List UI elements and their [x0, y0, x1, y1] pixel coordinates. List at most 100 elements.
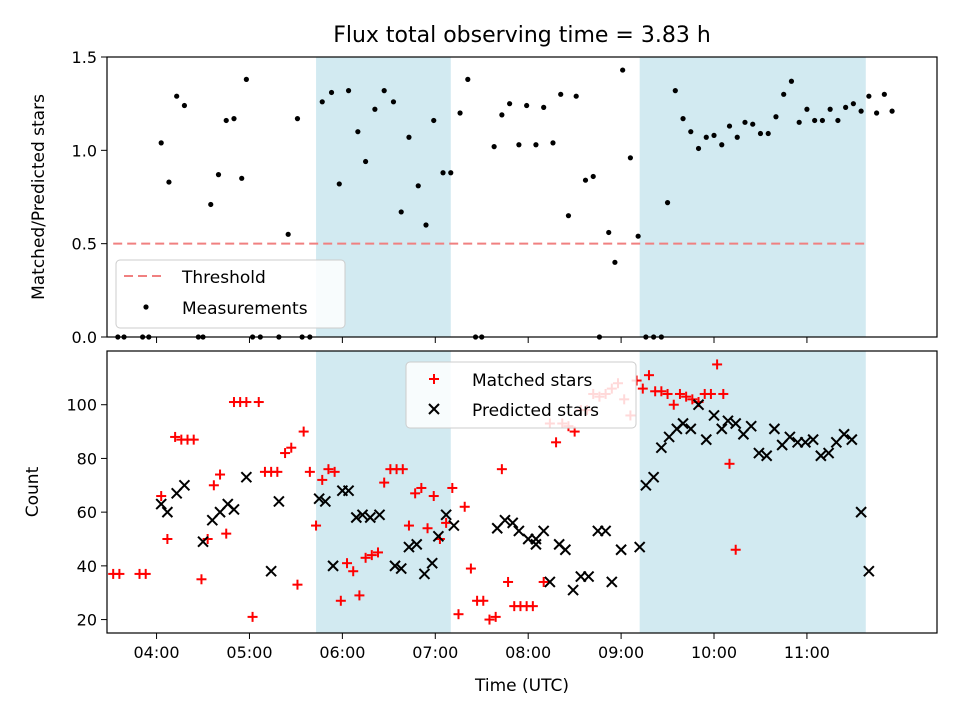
- predicted-star-point-b: [760, 450, 773, 462]
- measurement-point: [881, 91, 887, 97]
- ratio-axes-frame: [106, 56, 938, 338]
- predicted-star-point-b: [544, 576, 556, 588]
- measurement-point: [381, 88, 387, 94]
- predicted-star-point-b: [567, 584, 579, 596]
- predicted-star-point-b: [356, 509, 369, 521]
- predicted-star-point: [507, 517, 519, 529]
- matched-star-point: [156, 491, 167, 502]
- measurement-point: [457, 110, 463, 116]
- measurement-point: [363, 158, 369, 165]
- predicted-star-point: [647, 471, 660, 483]
- counts-x-tick-label: 04:00: [133, 643, 179, 662]
- predicted-star-point: [784, 431, 796, 443]
- measurement-point: [294, 116, 301, 122]
- predicted-star-point: [364, 511, 376, 524]
- predicted-star-point-b: [410, 538, 423, 551]
- predicted-star-point: [161, 506, 174, 518]
- matched-star-point: [241, 397, 252, 408]
- counts-x-tick-label: 10:00: [691, 643, 737, 662]
- predicted-star-point: [395, 562, 407, 575]
- matched-star-point: [292, 579, 303, 590]
- matched-star-point: [323, 464, 334, 475]
- measurement-point: [398, 209, 404, 215]
- predicted-star-point-b: [389, 560, 401, 572]
- measurement-point: [345, 88, 352, 94]
- predicted-star-point-b: [342, 484, 355, 497]
- predicted-star-point: [745, 420, 757, 432]
- matched-star-point: [484, 614, 495, 625]
- measurement-point: [773, 114, 779, 120]
- predicted-star-point: [633, 541, 646, 553]
- measurement-point: [440, 170, 446, 176]
- predicted-star-point-b: [615, 544, 627, 556]
- measurement-point: [835, 117, 841, 124]
- measurement-point: [711, 132, 717, 138]
- measurement-point: [158, 140, 164, 146]
- measurement-point: [627, 155, 633, 161]
- measurement-point: [319, 99, 325, 105]
- measurement-point: [181, 102, 188, 109]
- counts-axes-frame: [106, 350, 938, 634]
- predicted-star-point-b: [807, 433, 819, 446]
- measurement-point: [541, 104, 547, 110]
- predicted-star-point: [567, 584, 579, 596]
- predicted-star-point-b: [822, 447, 835, 459]
- measurement-point: [858, 108, 864, 114]
- measurement-point: [734, 134, 740, 140]
- matched-star-point: [335, 595, 346, 606]
- matched-star-point: [447, 482, 458, 493]
- matched-star-point: [298, 426, 309, 437]
- predicted-star-point: [530, 533, 542, 545]
- predicted-star-point: [544, 576, 556, 588]
- predicted-star-point: [499, 514, 511, 526]
- measurement-point: [582, 177, 589, 183]
- matched-star-point: [496, 464, 507, 475]
- predicted-star-point: [389, 560, 401, 572]
- predicted-star-point-b: [863, 565, 875, 577]
- predicted-star-point: [768, 423, 781, 435]
- measurement-point: [499, 112, 505, 118]
- predicted-star-point: [350, 511, 363, 524]
- measurement-point: [215, 172, 222, 178]
- matched-star-point: [215, 469, 226, 480]
- matched-star-point: [397, 464, 408, 475]
- legend-predicted-swatch-b: [428, 403, 440, 415]
- measurement-point: [635, 233, 641, 239]
- predicted-star-point-b: [633, 541, 646, 553]
- predicted-star-point: [418, 568, 431, 580]
- predicted-star-point-b: [838, 428, 850, 440]
- predicted-star-point-b: [692, 399, 705, 411]
- predicted-star-point-b: [228, 503, 240, 516]
- predicted-star-point: [327, 560, 339, 572]
- x-axis-label: Time (UTC): [474, 676, 569, 696]
- matched-star-point: [342, 558, 353, 569]
- predicted-star-point: [448, 519, 460, 532]
- measurement-point: [448, 170, 454, 176]
- ratio-y-axis-label: Matched/Predicted stars: [29, 94, 49, 300]
- measurement-point: [620, 67, 626, 73]
- predicted-star-point: [822, 447, 835, 459]
- matched-star-point: [643, 370, 654, 381]
- measurement-point: [765, 130, 771, 137]
- counts-x-tick-label: 08:00: [505, 643, 551, 662]
- predicted-star-point: [240, 471, 253, 483]
- measurement-point: [239, 175, 245, 181]
- predicted-star-point-b: [418, 568, 431, 580]
- matched-star-point: [360, 552, 371, 563]
- predicted-star-point: [319, 495, 332, 508]
- predicted-star-point: [513, 525, 525, 537]
- matched-star-point: [428, 491, 439, 502]
- counts-legend-box: [405, 361, 637, 429]
- predicted-star-point: [799, 436, 812, 449]
- predicted-star-point: [815, 450, 827, 462]
- matched-star-point: [724, 458, 735, 469]
- matched-star-point: [170, 431, 181, 442]
- predicted-star-point-b: [799, 436, 812, 449]
- predicted-star-point: [722, 415, 734, 427]
- counts-y-axis-label: Count: [23, 466, 43, 517]
- matched-star-point: [286, 442, 297, 453]
- measurement-point: [208, 201, 214, 208]
- predicted-star-point-b: [729, 417, 742, 430]
- predicted-star-point-b: [499, 514, 511, 526]
- predicted-star-point: [440, 509, 452, 521]
